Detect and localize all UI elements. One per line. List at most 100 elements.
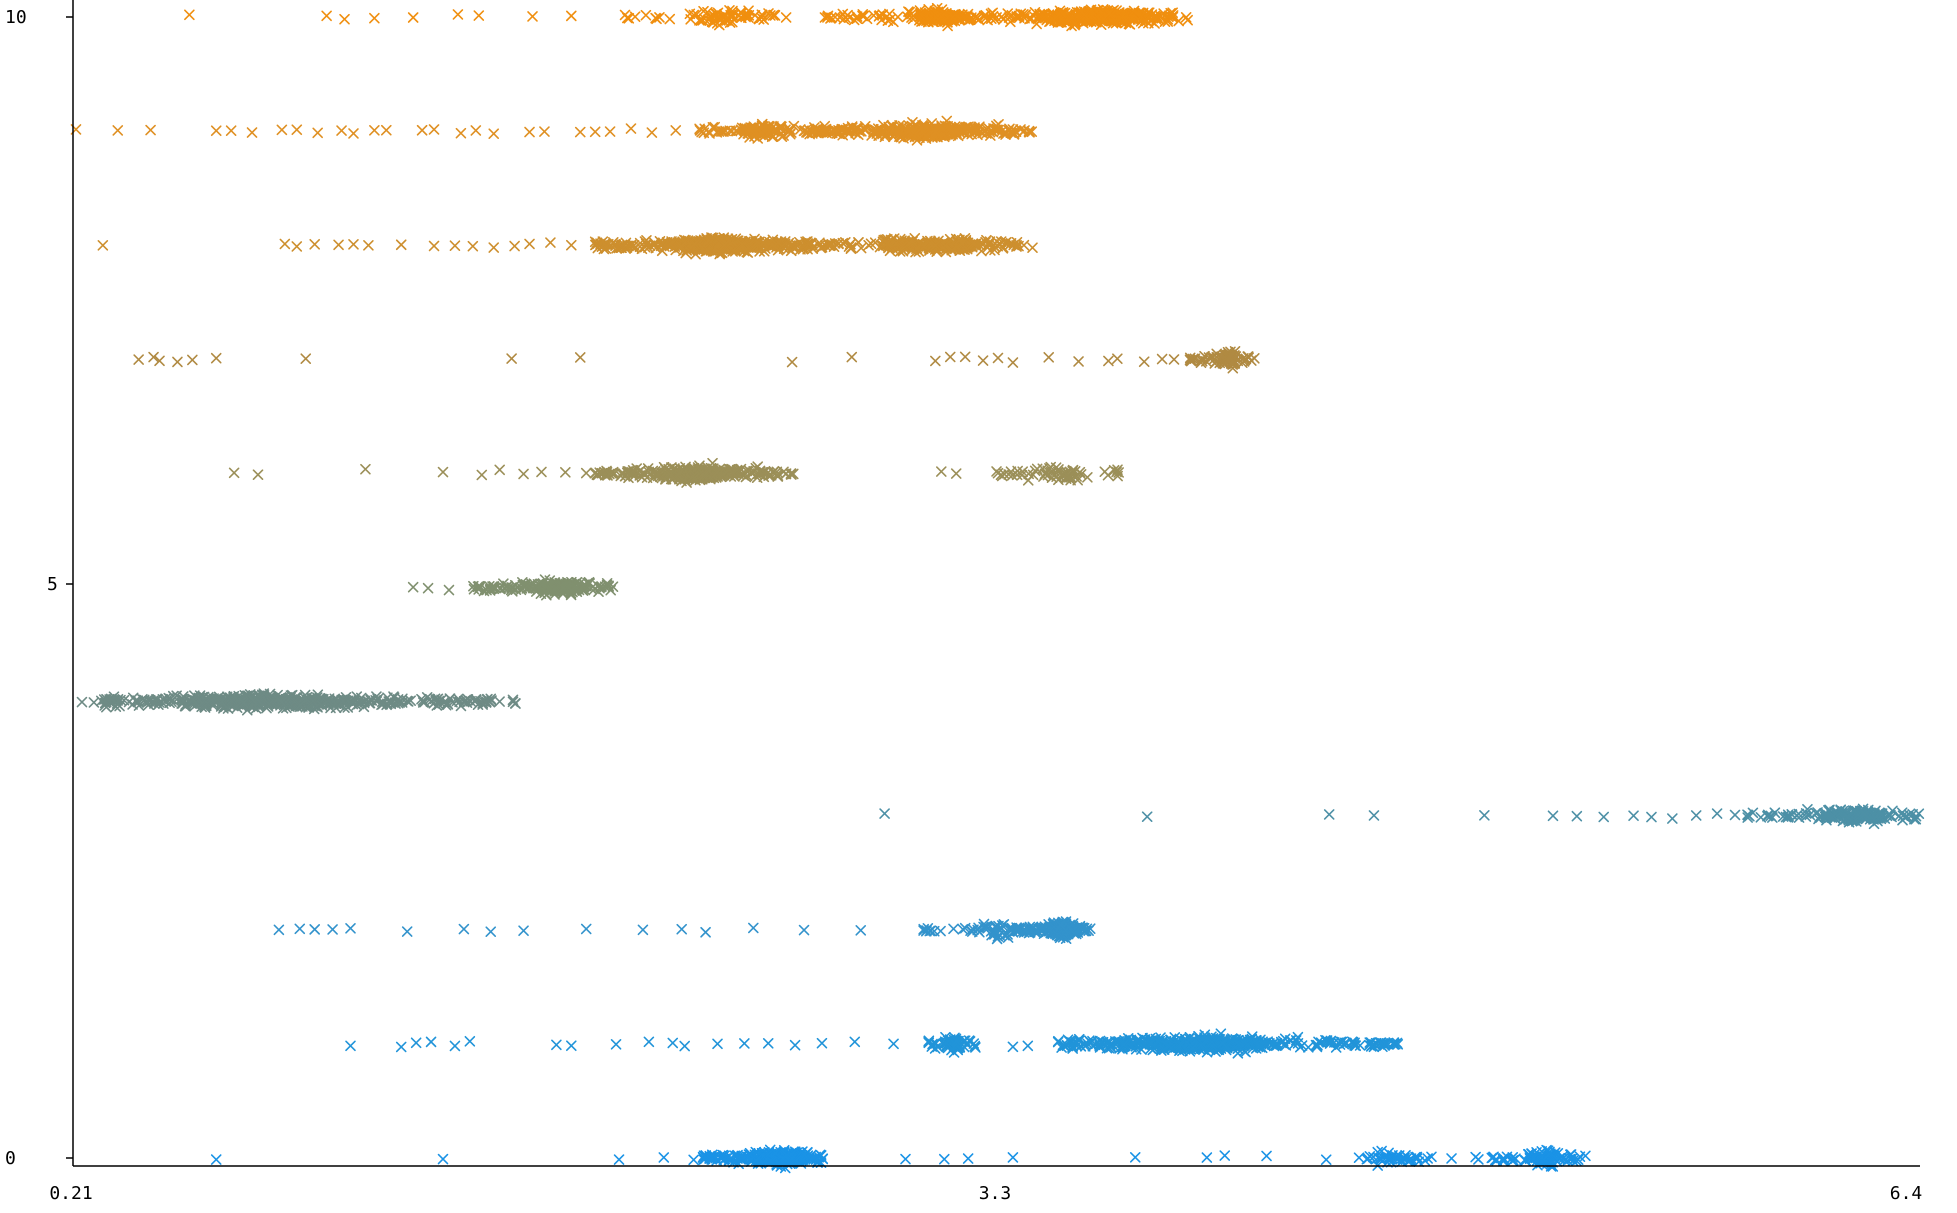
data-point — [184, 9, 195, 21]
data-point — [1470, 1151, 1481, 1163]
data-point — [994, 929, 1005, 941]
data-point — [604, 126, 616, 137]
data-point — [580, 923, 592, 935]
data-point — [935, 466, 947, 477]
data-point — [1175, 1038, 1187, 1049]
data-point — [928, 925, 940, 937]
data-point — [1392, 1039, 1404, 1050]
data-point — [1388, 1039, 1400, 1050]
data-point — [1195, 1039, 1207, 1051]
data-point — [965, 925, 976, 936]
data-point — [1350, 1040, 1361, 1052]
data-point — [392, 697, 404, 709]
data-point — [1250, 1034, 1262, 1046]
data-point — [1242, 1039, 1253, 1050]
data-point — [758, 1150, 769, 1162]
data-point — [855, 925, 867, 936]
data-point — [1501, 1151, 1513, 1163]
data-point — [1156, 353, 1168, 365]
data-point — [312, 127, 323, 139]
data-point — [518, 468, 529, 480]
data-point — [395, 239, 407, 251]
data-point — [395, 1041, 407, 1053]
data-point — [369, 12, 380, 24]
data-point — [923, 1037, 935, 1049]
data-point — [1187, 1042, 1198, 1054]
data-point — [1580, 1150, 1591, 1162]
data-point — [1897, 810, 1909, 822]
data-point — [1138, 356, 1150, 368]
data-point — [210, 1154, 222, 1165]
data-point — [1206, 1040, 1218, 1051]
data-point — [476, 469, 488, 481]
data-point — [437, 466, 449, 478]
data-point — [145, 124, 156, 136]
data-point — [369, 125, 380, 136]
data-point — [1729, 809, 1741, 821]
data-point — [455, 127, 467, 139]
data-point — [467, 240, 479, 252]
data-point — [1354, 1040, 1366, 1051]
data-point — [1055, 919, 1066, 931]
data-point — [1022, 1040, 1034, 1052]
data-point — [574, 352, 586, 363]
data-point — [1166, 1038, 1177, 1050]
data-point — [1158, 1044, 1170, 1055]
data-point — [992, 352, 1004, 364]
data-point — [670, 125, 682, 136]
data-point — [900, 1153, 911, 1165]
data-point — [1446, 1153, 1457, 1164]
data-point — [613, 1154, 625, 1165]
data-point — [1812, 807, 1823, 818]
data-point — [770, 1148, 781, 1159]
data-point — [1547, 810, 1559, 822]
data-point — [407, 12, 419, 23]
data-point — [545, 237, 556, 248]
data-point — [443, 584, 455, 596]
data-point — [798, 924, 810, 936]
data-point — [1312, 1039, 1323, 1051]
data-point — [416, 124, 428, 136]
data-point — [345, 1040, 356, 1052]
data-point — [704, 1153, 715, 1164]
data-point — [813, 1151, 825, 1163]
data-point — [321, 10, 332, 22]
data-point — [1322, 1037, 1333, 1048]
data-point — [1769, 807, 1781, 819]
data-point — [187, 354, 198, 366]
data-point — [739, 1038, 750, 1049]
data-point — [623, 12, 635, 24]
data-point — [1217, 1037, 1228, 1049]
data-point — [777, 1153, 788, 1164]
data-point — [506, 353, 517, 364]
data-point — [1404, 1155, 1415, 1167]
data-point — [1261, 1150, 1272, 1162]
data-point — [1035, 922, 1046, 934]
data-point — [1068, 928, 1080, 939]
data-point — [401, 926, 413, 937]
data-point — [700, 926, 711, 938]
data-point — [888, 1038, 899, 1050]
data-point — [1139, 1038, 1150, 1050]
data-point — [1508, 1154, 1519, 1166]
data-point — [688, 1154, 699, 1166]
data-point — [1082, 1038, 1093, 1049]
data-point — [1103, 355, 1114, 367]
data-point — [1019, 925, 1031, 936]
data-point — [428, 124, 440, 135]
data-point — [762, 1038, 774, 1049]
data-point — [437, 1153, 449, 1165]
data-point — [111, 698, 123, 709]
data-point — [610, 1039, 622, 1050]
data-point — [1910, 813, 1922, 825]
data-point — [1174, 1041, 1185, 1052]
data-point — [748, 922, 759, 934]
data-point — [1302, 1042, 1314, 1053]
data-point — [381, 124, 392, 136]
data-point — [333, 239, 344, 251]
data-point — [1380, 1038, 1391, 1050]
data-point — [765, 1155, 777, 1166]
data-point — [348, 239, 359, 250]
data-point — [1052, 929, 1063, 940]
data-point — [989, 926, 1000, 937]
